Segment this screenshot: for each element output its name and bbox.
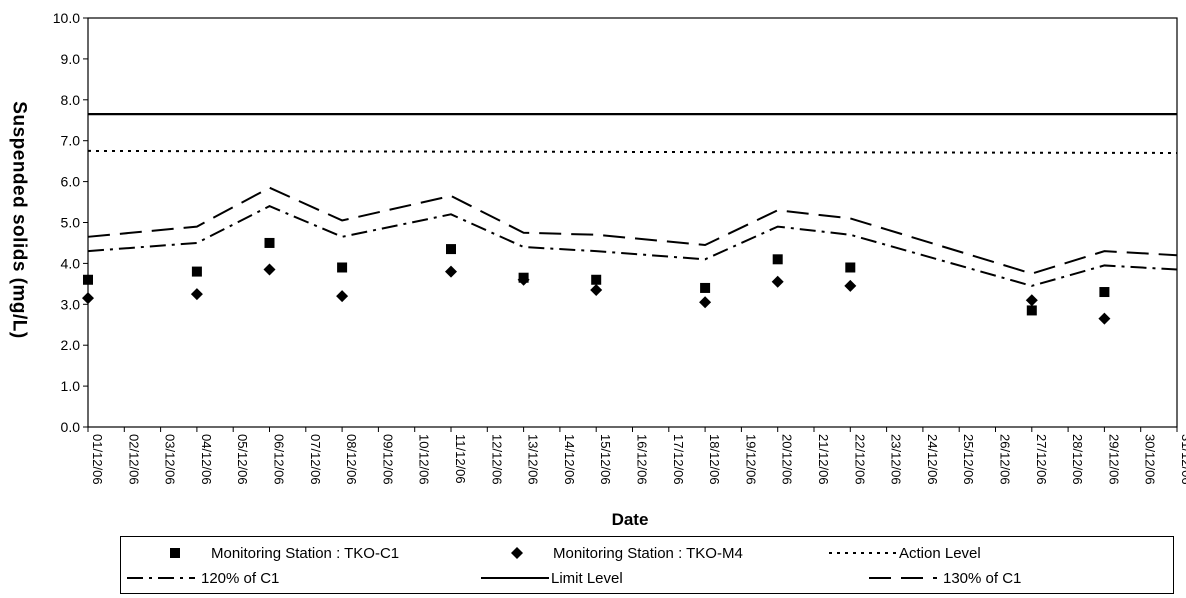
y-tick-label: 8.0 — [61, 92, 81, 108]
point-monitoring-station-tko-m4 — [445, 265, 457, 278]
x-tick-label: 08/12/06 — [344, 434, 359, 485]
y-tick-label: 5.0 — [61, 215, 81, 231]
x-tick-label: 16/12/06 — [635, 434, 650, 485]
x-tick-label: 25/12/06 — [961, 434, 976, 485]
legend-label-tko-c1: Monitoring Station : TKO-C1 — [211, 544, 400, 562]
x-tick-label: 07/12/06 — [308, 434, 323, 485]
legend-label-130-c1: 130% of C1 — [943, 569, 1022, 587]
x-tick-label: 26/12/06 — [998, 434, 1013, 485]
x-tick-label: 04/12/06 — [199, 434, 214, 485]
legend-item-limit-level: Limit Level — [481, 568, 623, 588]
x-tick-label: 30/12/06 — [1143, 434, 1158, 485]
point-monitoring-station-tko-m4 — [699, 296, 712, 309]
x-tick-label: 22/12/06 — [852, 434, 867, 485]
x-tick-label: 11/12/06 — [453, 434, 468, 484]
x-tick-label: 13/12/06 — [526, 434, 541, 485]
diamond-marker-icon — [511, 547, 523, 559]
x-tick-label: 06/12/06 — [272, 434, 287, 485]
point-monitoring-station-tko-m4 — [844, 279, 857, 292]
point-monitoring-station-tko-c1 — [591, 274, 602, 285]
x-tick-label: 14/12/06 — [562, 434, 577, 485]
legend-label-limit-level: Limit Level — [551, 569, 623, 587]
x-tick-label: 27/12/06 — [1034, 434, 1049, 485]
y-tick-label: 6.0 — [61, 174, 81, 190]
dash-dot-line-icon — [127, 577, 195, 579]
x-axis-title: Date — [611, 510, 649, 529]
legend-label-action-level: Action Level — [899, 544, 981, 562]
y-tick-label: 0.0 — [61, 419, 81, 435]
legend-item-120-c1: 120% of C1 — [127, 568, 279, 588]
legend-label-tko-m4: Monitoring Station : TKO-M4 — [553, 544, 743, 562]
chart-legend: Monitoring Station : TKO-C1 Monitoring S… — [120, 536, 1174, 594]
series-line-120-of-c1 — [87, 205, 1178, 287]
point-monitoring-station-tko-m4 — [190, 288, 203, 301]
x-tick-label: 20/12/06 — [780, 434, 795, 485]
x-tick-label: 17/12/06 — [671, 434, 686, 485]
legend-label-120-c1: 120% of C1 — [201, 569, 280, 587]
legend-item-tko-c1: Monitoring Station : TKO-C1 — [165, 543, 399, 563]
legend-item-130-c1: 130% of C1 — [869, 568, 1021, 588]
point-monitoring-station-tko-m4 — [263, 263, 276, 276]
x-tick-label: 01/12/06 — [90, 434, 105, 485]
x-tick-label: 02/12/06 — [126, 434, 141, 485]
y-tick-label: 3.0 — [61, 296, 81, 312]
point-monitoring-station-tko-c1 — [83, 274, 93, 285]
y-axis-title-text: Suspended solids (mg/L) — [9, 101, 30, 339]
point-monitoring-station-tko-c1 — [772, 254, 783, 265]
x-tick-label: 05/12/06 — [235, 434, 250, 485]
x-tick-label: 10/12/06 — [417, 434, 432, 485]
point-monitoring-station-tko-m4 — [517, 273, 530, 286]
point-monitoring-station-tko-m4 — [771, 275, 784, 288]
point-monitoring-station-tko-c1 — [446, 244, 456, 255]
y-tick-label: 9.0 — [61, 51, 81, 67]
x-tick-label: 28/12/06 — [1070, 434, 1085, 485]
x-tick-label: 09/12/06 — [380, 434, 395, 485]
x-tick-label: 03/12/06 — [163, 434, 178, 485]
y-axis-title: Suspended solids (mg/L) — [4, 70, 34, 370]
series-line-130-of-c1 — [87, 186, 1178, 275]
long-dash-line-icon — [869, 577, 937, 579]
square-marker-icon — [170, 548, 180, 558]
y-tick-label: 7.0 — [61, 133, 81, 149]
y-tick-label: 10.0 — [53, 10, 80, 26]
point-monitoring-station-tko-c1 — [1099, 287, 1110, 298]
series-line-action-level — [87, 149, 1178, 154]
point-monitoring-station-tko-m4 — [1098, 312, 1111, 325]
solid-line-icon — [481, 577, 549, 579]
point-monitoring-station-tko-c1 — [191, 266, 202, 277]
y-tick-label: 2.0 — [61, 337, 81, 353]
x-tick-label: 29/12/06 — [1106, 434, 1121, 485]
x-tick-label: 18/12/06 — [707, 434, 722, 485]
point-monitoring-station-tko-c1 — [264, 237, 275, 248]
point-monitoring-station-tko-c1 — [845, 262, 856, 273]
legend-item-action-level: Action Level — [829, 543, 981, 563]
point-monitoring-station-tko-c1 — [700, 282, 711, 293]
legend-item-tko-m4: Monitoring Station : TKO-M4 — [507, 543, 743, 563]
point-monitoring-station-tko-c1 — [337, 262, 348, 273]
x-tick-label: 19/12/06 — [743, 434, 758, 485]
x-tick-label: 15/12/06 — [598, 434, 613, 485]
y-tick-label: 4.0 — [61, 255, 81, 271]
x-tick-label: 31/12/06 — [1179, 434, 1186, 485]
point-monitoring-station-tko-c1 — [1026, 305, 1037, 316]
point-monitoring-station-tko-m4 — [336, 290, 349, 303]
y-tick-label: 1.0 — [61, 378, 81, 394]
dotted-line-icon — [829, 552, 897, 554]
plot-area-frame — [87, 17, 1178, 428]
x-tick-label: 12/12/06 — [489, 434, 504, 485]
x-tick-label: 23/12/06 — [889, 434, 904, 485]
x-tick-label: 21/12/06 — [816, 434, 831, 485]
point-monitoring-station-tko-m4 — [82, 292, 94, 305]
point-monitoring-station-tko-m4 — [590, 283, 603, 296]
point-monitoring-station-tko-m4 — [1025, 294, 1038, 307]
x-tick-label: 24/12/06 — [925, 434, 940, 485]
